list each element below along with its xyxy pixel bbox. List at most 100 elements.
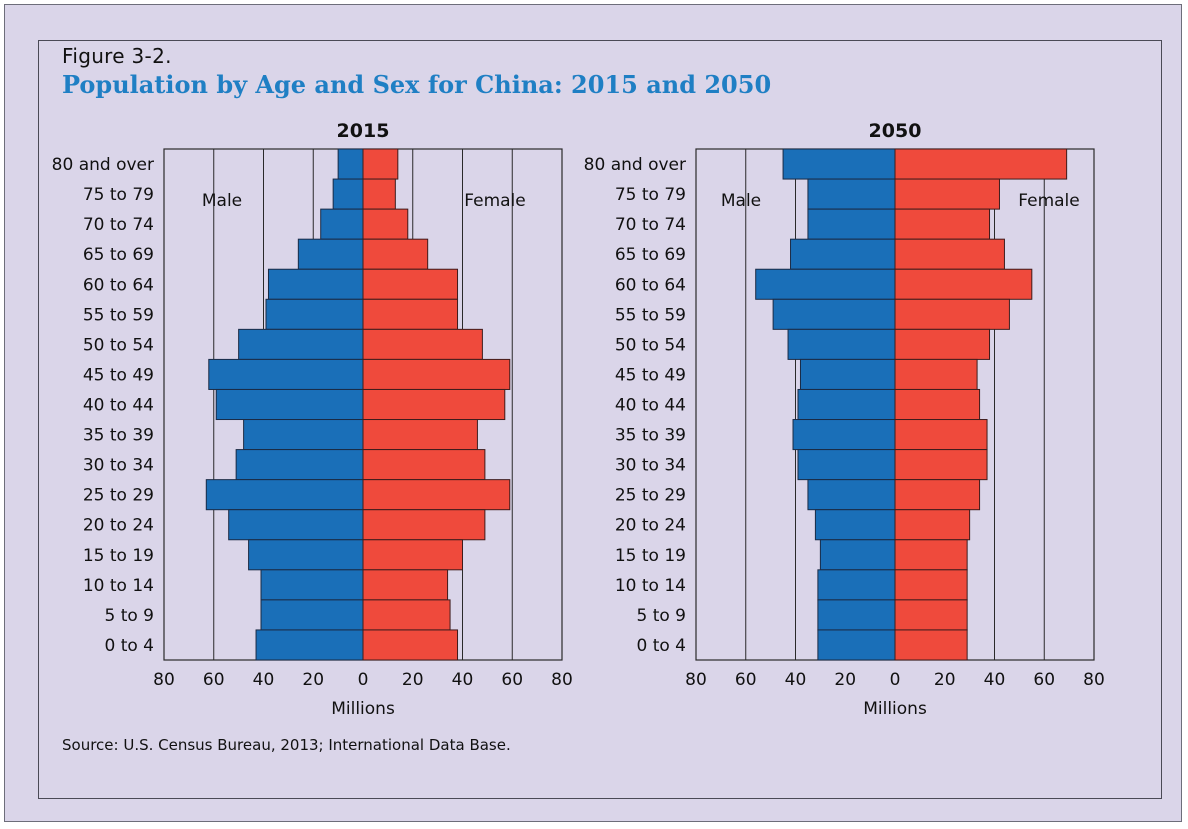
chart-1-age-label: 5 to 9 [104,606,154,626]
chart-1-age-label: 35 to 39 [83,426,154,446]
chart-1-age-label: 80 and over [52,155,154,175]
chart-1-age-label: 75 to 79 [83,185,154,205]
chart-1-bar-female [362,208,409,240]
chart-2-bar-male [819,539,896,571]
chart-2-tick-label: 20 [934,670,956,690]
chart-2-bar-female [894,419,988,451]
chart-1-age-label: 40 to 44 [83,396,154,416]
chart-2-bar-male [807,178,896,210]
chart-2-bar-female [894,328,991,360]
chart-1-bar-female [362,569,449,601]
chart-2-bar-male [814,509,896,541]
chart-1-tick-label: 20 [302,670,324,690]
chart-1-age-label: 60 to 64 [83,275,154,295]
chart-2-series-label-female: Female [1018,191,1079,211]
chart-2-bar-male [797,449,896,481]
chart-1-bar-male [205,479,364,511]
figure-label: Figure 3-2. [62,44,172,68]
chart-1-bar-male [228,509,364,541]
chart-1-tick-label: 80 [153,670,175,690]
chart-2-tick-label: 40 [785,670,807,690]
chart-2-bar-female [894,629,968,661]
chart-1-tick-label: 20 [402,670,424,690]
chart-2-tick-label: 80 [685,670,707,690]
chart-2-age-label: 55 to 59 [615,305,686,325]
chart-2-age-label: 0 to 4 [636,636,686,656]
chart-2-bar-female [894,388,981,421]
chart-1-age-label: 55 to 59 [83,305,154,325]
chart-1-bar-male [248,539,364,571]
chart-1-age-label: 45 to 49 [83,365,154,385]
chart-1-tick-label: 60 [203,670,225,690]
chart-1-tick-label: 80 [551,670,573,690]
chart-2-title: 2050 [869,120,922,142]
chart-1-series-label-female: Female [464,191,525,211]
chart-2-bar-female [894,148,1068,180]
chart-1-bar-male [215,388,364,421]
chart-2-bar-female [894,599,968,631]
chart-1-tick-label: 0 [358,670,369,690]
chart-1-series-label-male: Male [202,191,242,211]
chart-1-bar-female [362,238,429,270]
chart-2-age-label: 5 to 9 [636,606,686,626]
chart-1-tick-label: 40 [253,670,275,690]
source-note: Source: U.S. Census Bureau, 2013; Intern… [62,736,511,754]
chart-2-tick-label: 60 [735,670,757,690]
chart-2-age-label: 40 to 44 [615,396,686,416]
chart-2-age-label: 45 to 49 [615,365,686,385]
chart-1-bar-female [362,328,483,360]
chart-1-bar-male [238,328,364,360]
chart-2-age-label: 15 to 19 [615,546,686,566]
chart-1-bar-male [267,268,364,300]
chart-1-bar-female [362,629,459,661]
chart-2-bar-male [817,569,896,601]
chart-1-bar-female [362,509,486,541]
chart-2-bar-male [817,599,896,631]
chart-2-bar-male [792,419,896,451]
chart-1-bar-female [362,388,506,421]
chart-2-age-label: 20 to 24 [615,516,686,536]
chart-1-title: 2015 [337,120,390,142]
chart-2-bar-female [894,238,1005,270]
chart-2-age-label: 50 to 54 [615,335,686,355]
chart-1-bar-male [255,629,364,661]
chart-1-age-label: 15 to 19 [83,546,154,566]
chart-2-bar-male [772,298,896,330]
chart-2-tick-label: 60 [1033,670,1055,690]
chart-1-bar-male [243,419,364,451]
chart-1-age-label: 65 to 69 [83,245,154,265]
chart-1-bar-female [362,358,511,390]
chart-1-bar-female [362,539,463,571]
chart-2-bar-male [807,479,896,511]
chart-1-age-label: 0 to 4 [104,636,154,656]
chart-1-bar-male [265,298,364,330]
chart-2-age-label: 70 to 74 [615,215,686,235]
chart-2-age-label: 35 to 39 [615,426,686,446]
chart-1-bar-female [362,479,511,511]
chart-1-bar-male [260,569,364,601]
chart-2-age-label: 30 to 34 [615,456,686,476]
chart-1-age-label: 50 to 54 [83,335,154,355]
chart-2-bar-female [894,208,991,240]
chart-2-bar-female [894,268,1033,300]
chart-2-tick-label: 40 [984,670,1006,690]
chart-1-bar-female [362,419,478,451]
chart-1-bar-male [235,449,364,481]
chart-2-xlabel: Millions [863,699,927,719]
chart-2-age-label: 10 to 14 [615,576,686,596]
chart-1-bar-male [297,238,364,270]
chart-1-bar-female [362,449,486,481]
chart-1-tick-label: 40 [452,670,474,690]
chart-1-age-label: 30 to 34 [83,456,154,476]
chart-1-bar-male [260,599,364,631]
chart-2-bar-female [894,509,971,541]
chart-2-bar-male [797,388,896,421]
chart-2-bar-female [894,479,981,511]
chart-2-bar-male [807,208,896,240]
chart-2-tick-label: 0 [890,670,901,690]
chart-1-age-label: 10 to 14 [83,576,154,596]
chart-1-bar-male [320,208,364,240]
chart-1-bar-female [362,298,459,330]
chart-1-bar-male [208,358,364,390]
